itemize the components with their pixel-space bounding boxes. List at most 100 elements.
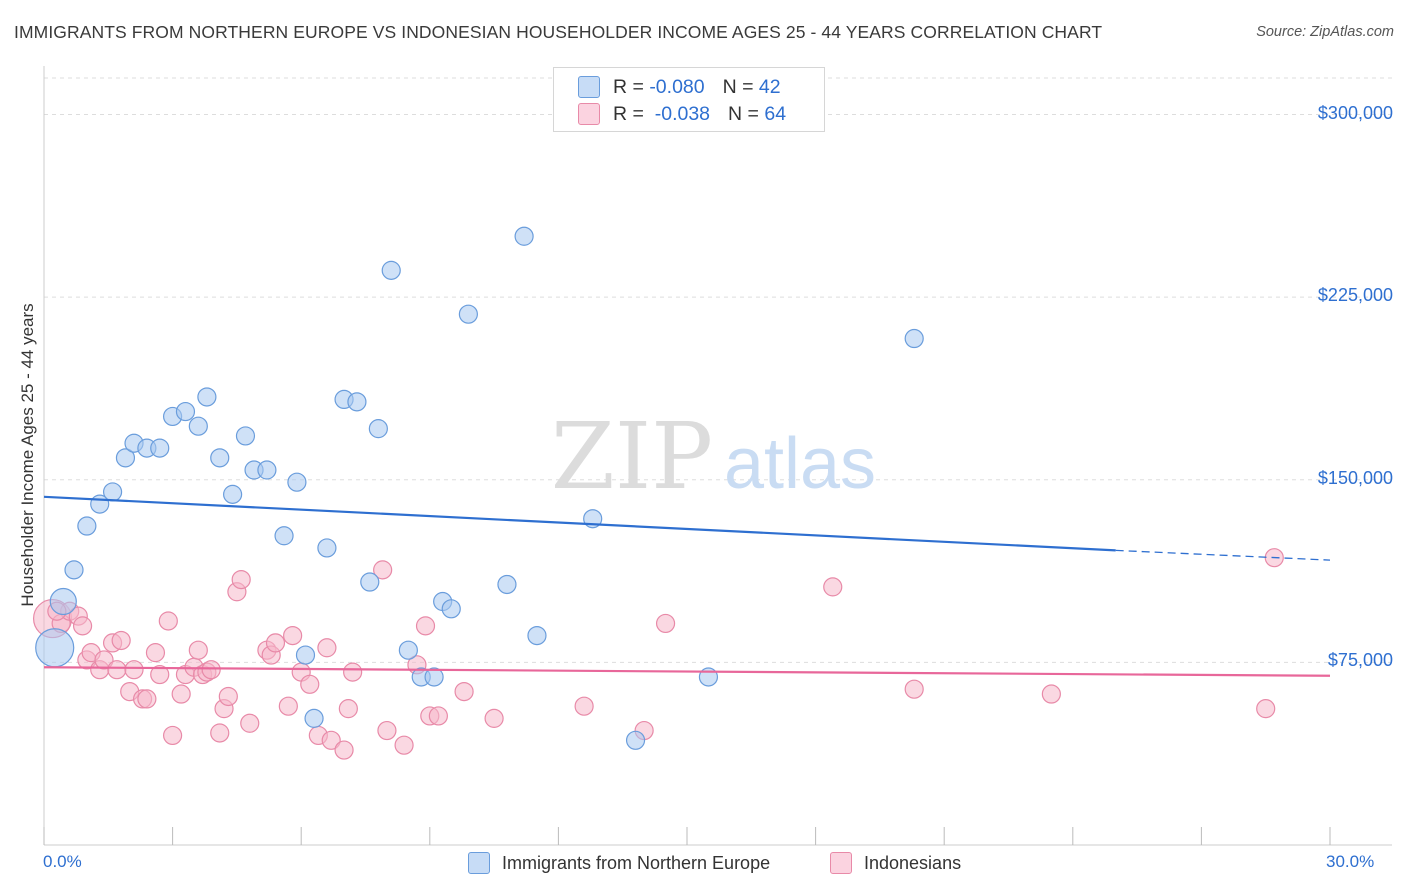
watermark-atlas: atlas xyxy=(724,424,876,504)
indonesians-point-59 xyxy=(904,679,924,699)
legend-r-label: R = xyxy=(613,75,644,98)
y-tick-label-3: $300,000 xyxy=(1317,102,1393,123)
indonesians-point-42 xyxy=(321,730,341,750)
northern-europe-point-23 xyxy=(317,538,337,558)
indonesians-point-35 xyxy=(265,633,286,653)
northern-europe-point-27 xyxy=(360,572,380,592)
northern-europe-point-22 xyxy=(304,708,324,728)
indonesians-point-27 xyxy=(210,723,230,743)
axes xyxy=(43,66,1392,846)
indonesians-point-43 xyxy=(334,740,354,760)
northern-europe-point-35 xyxy=(497,574,517,595)
indonesians-point-58 xyxy=(823,577,843,597)
indonesians-point-31 xyxy=(231,569,251,590)
northern-europe-point-13 xyxy=(197,387,217,407)
northern-europe-point-31 xyxy=(424,667,444,687)
indonesians-point-4 xyxy=(72,616,93,636)
trend-lines xyxy=(43,495,1331,677)
legend-n-label: N = xyxy=(728,102,759,125)
indonesians-point-45 xyxy=(343,662,363,682)
indonesians-point-29 xyxy=(218,686,238,707)
northern-europe-point-15 xyxy=(223,484,243,504)
indonesians-point-57 xyxy=(655,613,676,634)
northern-europe-point-20 xyxy=(287,472,307,492)
northern-europe-point-18 xyxy=(257,460,277,480)
indonesians-point-53 xyxy=(454,681,474,702)
series-indonesians xyxy=(32,548,1284,760)
indonesians-point-60 xyxy=(1041,684,1061,704)
northern-europe-point-29 xyxy=(398,640,418,660)
x-tick-label-max: 30.0% xyxy=(1326,852,1375,871)
series-northern-europe xyxy=(35,226,924,750)
legend-r-value-blue: -0.080 xyxy=(649,75,705,98)
northern-europe-point-39 xyxy=(625,730,646,750)
northern-europe-point-41 xyxy=(904,328,924,349)
indonesians-point-20 xyxy=(171,684,191,704)
y-tick-label-1: $150,000 xyxy=(1317,467,1393,488)
indonesians-point-18 xyxy=(158,611,178,631)
trend-line-indonesians xyxy=(43,666,1331,677)
indonesians-point-15 xyxy=(137,689,157,709)
indonesians-point-13 xyxy=(124,660,144,680)
northern-europe-point-16 xyxy=(235,426,256,446)
indonesians-point-50 xyxy=(415,616,436,636)
indonesians-point-17 xyxy=(150,664,170,685)
source-label: Source: ZipAtlas.com xyxy=(1256,24,1394,40)
bottom-legend-label-pink: Indonesians xyxy=(864,852,962,873)
northern-europe-point-9 xyxy=(150,438,170,458)
watermark-zip: ZIP xyxy=(551,403,713,510)
northern-europe-point-21 xyxy=(295,645,316,665)
northern-europe-point-28 xyxy=(381,260,401,280)
indonesians-point-47 xyxy=(377,720,397,741)
bottom-legend-swatch-pink xyxy=(830,852,852,874)
indonesians-point-52 xyxy=(428,706,448,726)
indonesians-point-39 xyxy=(300,674,320,694)
chart-title: IMMIGRANTS FROM NORTHERN EUROPE VS INDON… xyxy=(14,22,1103,42)
x-tick-label-min: 0.0% xyxy=(43,852,82,871)
northern-europe-point-34 xyxy=(458,304,478,324)
northern-europe-point-12 xyxy=(188,416,208,436)
indonesians-point-37 xyxy=(283,625,303,646)
trend-line-northern-europe-extension xyxy=(1115,549,1331,561)
legend-swatch-pink xyxy=(578,103,600,125)
watermark: ZIP atlas xyxy=(551,403,876,510)
indonesians-point-41 xyxy=(317,638,337,658)
indonesians-point-23 xyxy=(188,640,208,660)
legend-row-pink: R = -0.038 N = 64 xyxy=(578,102,786,126)
bottom-legend-label-blue: Immigrants from Northern Europe xyxy=(502,852,771,873)
indonesians-point-61 xyxy=(1256,699,1276,719)
legend-n-value-blue: 42 xyxy=(758,75,781,98)
northern-europe-point-3 xyxy=(77,516,97,536)
indonesians-point-8 xyxy=(94,650,114,670)
trend-line-northern-europe xyxy=(43,495,1116,552)
indonesians-point-10 xyxy=(107,660,127,680)
legend-swatch-blue xyxy=(578,76,600,98)
indonesians-point-55 xyxy=(574,696,594,716)
indonesians-point-11 xyxy=(111,630,131,651)
legend-n-label: N = xyxy=(722,75,754,98)
indonesians-point-48 xyxy=(394,735,414,755)
northern-europe-point-5 xyxy=(102,482,123,502)
y-tick-label-0: $75,000 xyxy=(1327,650,1393,671)
northern-europe-point-0 xyxy=(35,628,75,668)
northern-europe-point-11 xyxy=(175,401,196,422)
correlation-legend: R = -0.080 N = 42 R = -0.038 N = 64 xyxy=(553,67,825,132)
indonesians-point-44 xyxy=(338,699,358,719)
northern-europe-point-1 xyxy=(49,587,77,616)
indonesians-point-54 xyxy=(484,708,504,728)
legend-r-value-pink: -0.038 xyxy=(654,102,711,125)
northern-europe-point-33 xyxy=(441,599,461,619)
northern-europe-point-26 xyxy=(368,419,388,439)
northern-europe-point-36 xyxy=(514,226,534,246)
northern-europe-point-14 xyxy=(210,448,230,468)
northern-europe-point-6 xyxy=(115,448,136,468)
legend-r-label: R = xyxy=(613,102,644,125)
bottom-legend-swatch-blue xyxy=(468,852,490,874)
indonesians-point-19 xyxy=(163,725,183,746)
y-tick-label-2: $225,000 xyxy=(1317,285,1393,306)
indonesians-point-32 xyxy=(240,713,260,733)
legend-row-blue: R = -0.080 N = 42 xyxy=(578,75,781,99)
indonesians-point-36 xyxy=(278,696,298,716)
indonesians-point-16 xyxy=(145,643,166,663)
